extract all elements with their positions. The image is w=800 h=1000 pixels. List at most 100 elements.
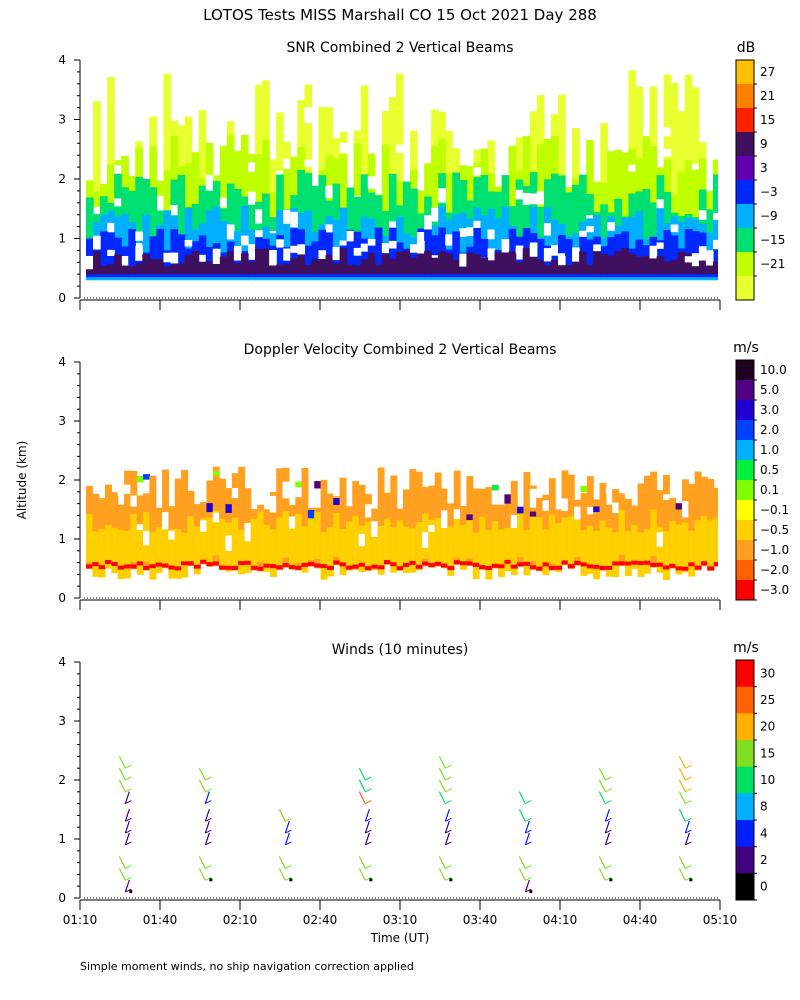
colorbar-swatch [736, 252, 754, 277]
doppler-edge [371, 564, 379, 569]
doppler-gap [136, 524, 144, 531]
doppler-cell [301, 467, 309, 568]
wind-barb [284, 820, 290, 834]
doppler-cell [656, 526, 664, 573]
doppler-edge [479, 565, 487, 570]
doppler-cell [485, 530, 493, 580]
wind-barb-flag [365, 876, 372, 881]
colorbar-swatch [736, 740, 754, 768]
doppler-gap [358, 534, 366, 547]
wind-barb-flag [445, 800, 452, 805]
snr-cell [572, 184, 580, 281]
x-tick-label: 03:40 [463, 913, 498, 927]
doppler-gap [491, 489, 499, 505]
x-tick-label: 01:40 [143, 913, 178, 927]
wind-barb-flag [685, 841, 692, 846]
doppler-edge [555, 565, 563, 570]
doppler-cell [707, 520, 715, 571]
wind-barb-flag [205, 876, 212, 881]
snr-cell [494, 252, 503, 275]
colorbar-label: 27 [760, 65, 775, 79]
snr-gap [438, 188, 446, 203]
snr-gap [248, 162, 256, 172]
snr-gap [473, 167, 482, 176]
doppler-cell [643, 475, 651, 566]
doppler-gap [510, 514, 518, 528]
doppler-cell [529, 511, 537, 517]
doppler-cell [238, 529, 246, 575]
wind-barb-flag [605, 865, 612, 869]
wind-barb-flag [285, 841, 292, 846]
doppler-edge [605, 565, 613, 570]
doppler-cell [288, 521, 296, 570]
wind-barb [118, 767, 126, 781]
wind-barb [678, 791, 686, 804]
doppler-cell [586, 476, 594, 570]
colorbar-swatch [736, 480, 754, 501]
x-tick-label: 04:10 [543, 913, 578, 927]
doppler-cell [225, 504, 233, 513]
snr-gap [276, 239, 284, 248]
doppler-cell [238, 466, 246, 566]
doppler-cell [307, 514, 315, 560]
colorbar-label: 0 [760, 880, 768, 894]
doppler-edge [200, 559, 208, 564]
doppler-cell [517, 506, 525, 514]
doppler-cell [155, 526, 163, 573]
doppler-edge [326, 565, 334, 570]
snr-cell [276, 235, 284, 278]
doppler-cell [105, 484, 112, 565]
snr-gap [255, 230, 263, 238]
doppler-cell [98, 529, 106, 578]
doppler-gap [86, 480, 93, 486]
snr-cell [529, 252, 538, 275]
snr-cell [473, 254, 482, 275]
doppler-gap [168, 530, 176, 540]
doppler-cell [637, 483, 645, 566]
doppler-edge [612, 561, 620, 566]
snr-cell [374, 227, 383, 278]
wind-barb [438, 755, 446, 769]
wind-barb-flag [605, 876, 612, 881]
snr-gap [712, 239, 718, 254]
snr-gap [522, 192, 531, 205]
snr-cell [163, 250, 172, 278]
doppler-cell [282, 511, 290, 558]
wind-barb-flag [685, 776, 692, 781]
snr-cell [635, 256, 644, 275]
wind-barb [444, 832, 450, 846]
doppler-cell [124, 470, 131, 570]
snr-cell [438, 251, 446, 275]
colorbar-unit: dB [737, 40, 756, 56]
doppler-gap [586, 506, 594, 515]
doppler-edge [181, 561, 189, 566]
colorbar-label: 8 [760, 800, 768, 814]
snr-gap [332, 249, 341, 260]
doppler-cell [390, 526, 398, 573]
wind-barb [598, 779, 606, 793]
wind-barb-flag [365, 841, 372, 846]
wind-barb [118, 868, 126, 881]
wind-marker [529, 890, 533, 894]
snr-cell [191, 251, 200, 275]
snr-cell [276, 264, 284, 275]
wind-barb-flag [525, 829, 532, 834]
doppler-edge [339, 562, 347, 567]
doppler-gap [624, 487, 632, 499]
snr-cell [691, 263, 700, 275]
snr-cell [205, 261, 214, 275]
doppler-cell [675, 503, 683, 510]
snr-gap [417, 231, 425, 247]
snr-gap [325, 100, 334, 108]
colorbar-label: −0.5 [760, 523, 789, 537]
doppler-cell [149, 532, 157, 580]
doppler-edge [149, 564, 157, 569]
snr-gap [529, 242, 538, 257]
doppler-edge [295, 565, 303, 570]
colorbar-swatch [736, 400, 754, 421]
snr-gap [698, 246, 707, 259]
y-tick-label: 3 [58, 414, 66, 428]
doppler-edge [212, 561, 220, 566]
snr-gap [339, 240, 348, 249]
